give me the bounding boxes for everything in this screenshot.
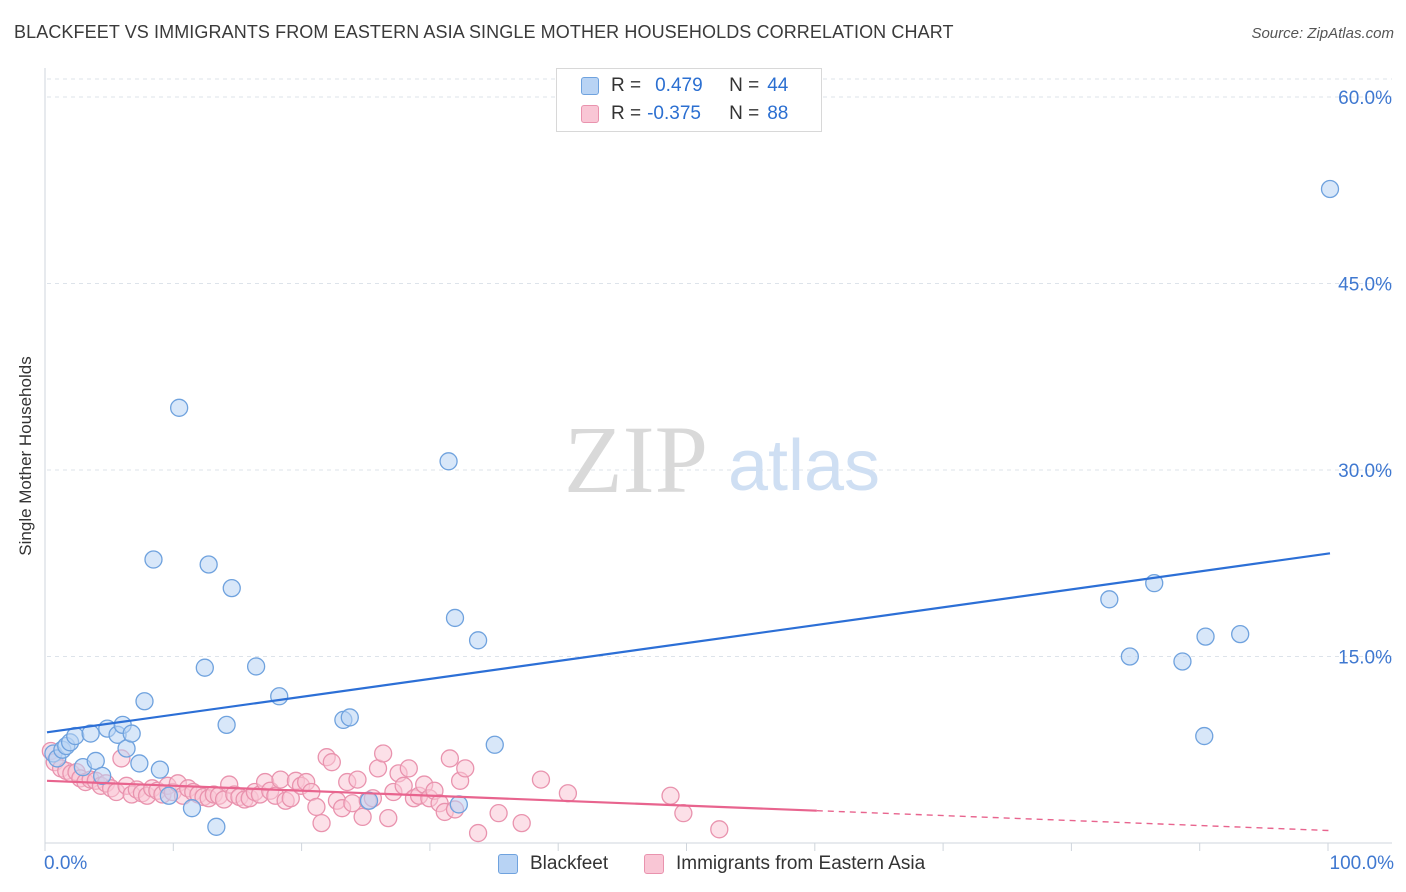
trend-lines	[46, 552, 1331, 832]
source-label: Source: ZipAtlas.com	[1251, 25, 1394, 42]
data-point	[199, 555, 218, 574]
r-value-eastern-asia: -0.375	[647, 103, 701, 124]
data-point	[445, 608, 465, 628]
y-tick-label: 60.0%	[1338, 88, 1392, 109]
legend-row-blackfeet: R = 0.479 N = 44	[581, 73, 788, 99]
data-point	[399, 759, 418, 778]
watermark-zip: ZIP	[564, 406, 708, 513]
data-point	[1195, 726, 1214, 746]
data-point	[130, 754, 149, 773]
data-point	[512, 813, 531, 833]
data-point	[1320, 179, 1340, 199]
n-value-blackfeet: 44	[767, 75, 789, 96]
y-tick-label: 30.0%	[1338, 461, 1392, 482]
n-label: N =	[729, 103, 760, 124]
data-point	[159, 786, 179, 805]
data-point	[359, 791, 379, 810]
data-point	[661, 786, 680, 805]
axes	[44, 68, 1392, 851]
data-point	[135, 692, 154, 711]
r-label: R =	[611, 103, 642, 124]
data-point	[307, 797, 326, 817]
data-point	[322, 753, 341, 772]
data-point	[1173, 652, 1192, 671]
data-point	[439, 452, 458, 471]
data-point	[340, 708, 359, 727]
data-point	[182, 799, 202, 818]
trend-line-eastern-asia-dashed	[816, 809, 1331, 832]
n-label: N =	[729, 75, 760, 96]
gridlines	[47, 78, 1392, 657]
data-point	[353, 807, 372, 827]
data-point	[468, 631, 488, 650]
x-tick-label: 100.0%	[1330, 853, 1395, 874]
data-point	[373, 744, 393, 763]
data-point	[217, 715, 236, 735]
data-point	[207, 817, 226, 836]
data-point	[81, 724, 100, 743]
data-point	[485, 735, 504, 754]
data-point	[558, 784, 578, 803]
data-point	[440, 749, 460, 768]
data-point	[531, 770, 551, 789]
data-point	[195, 658, 214, 677]
y-tick-label: 15.0%	[1338, 648, 1392, 669]
data-point	[710, 820, 729, 839]
r-label: R =	[611, 75, 642, 96]
data-point	[222, 578, 241, 598]
data-point	[271, 770, 290, 789]
tick-labels: 15.0% 30.0% 45.0% 60.0% 0.0% 100.0%	[44, 88, 1394, 874]
data-point	[449, 795, 468, 814]
legend-label-eastern-asia: Immigrants from Eastern Asia	[676, 853, 926, 874]
watermark-atlas: atlas	[728, 426, 880, 506]
data-point	[489, 804, 508, 823]
data-point	[150, 760, 170, 779]
data-point	[1100, 590, 1119, 609]
y-axis-label: Single Mother Households	[16, 356, 35, 556]
pink-swatch	[644, 854, 664, 874]
data-point	[270, 687, 289, 706]
y-tick-label: 45.0%	[1338, 275, 1392, 296]
trend-line-blackfeet	[46, 552, 1331, 734]
blue-swatch	[581, 77, 599, 95]
x-tick-label: 0.0%	[44, 853, 87, 874]
bottom-legend-blackfeet: Blackfeet	[498, 850, 608, 878]
correlation-legend: R = 0.479 N = 44 R = -0.375 N = 88	[556, 68, 822, 132]
data-point	[1196, 627, 1215, 646]
n-value-eastern-asia: 88	[767, 103, 789, 124]
bottom-legend-eastern-asia: Immigrants from Eastern Asia	[644, 850, 925, 878]
data-point	[93, 766, 112, 786]
chart-title: BLACKFEET VS IMMIGRANTS FROM EASTERN ASI…	[14, 22, 954, 42]
data-point	[456, 759, 475, 778]
data-point	[379, 808, 398, 828]
data-point	[1120, 647, 1140, 666]
legend-label-blackfeet: Blackfeet	[530, 853, 609, 874]
trend-line-eastern-asia	[46, 779, 817, 812]
data-point	[468, 823, 488, 843]
pink-swatch	[581, 105, 599, 123]
legend-row-eastern-asia: R = -0.375 N = 88	[581, 101, 788, 127]
data-point	[312, 813, 331, 833]
blue-swatch	[498, 854, 518, 874]
data-point	[246, 657, 266, 676]
data-point	[674, 804, 693, 823]
data-point	[1231, 624, 1250, 644]
data-point	[169, 398, 189, 417]
r-value-blackfeet: 0.479	[655, 75, 703, 96]
data-point	[122, 724, 141, 743]
data-point	[144, 550, 163, 569]
data-point	[348, 770, 367, 789]
